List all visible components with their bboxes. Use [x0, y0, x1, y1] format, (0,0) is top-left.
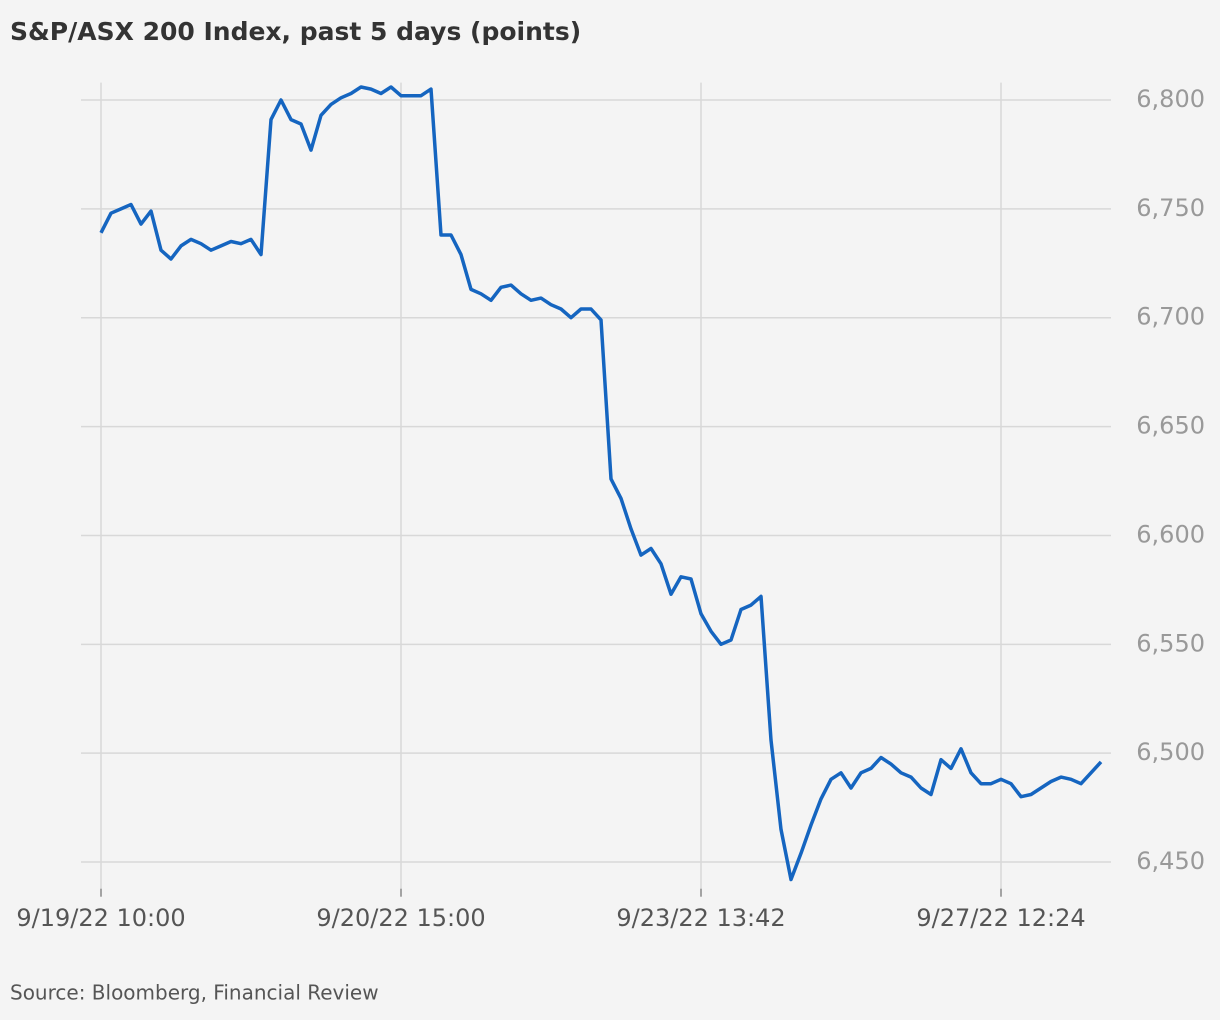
- y-tick-label: 6,550: [1136, 629, 1205, 657]
- y-tick-label: 6,650: [1136, 412, 1205, 440]
- x-tick-label: 9/27/22 12:24: [916, 904, 1085, 932]
- chart-title: S&P/ASX 200 Index, past 5 days (points): [10, 17, 581, 46]
- y-tick-label: 6,500: [1136, 738, 1205, 766]
- data-line: [99, 85, 1103, 882]
- y-tick-label: 6,700: [1136, 303, 1205, 331]
- y-tick-label: 6,750: [1136, 194, 1205, 222]
- x-tick-label: 9/20/22 15:00: [316, 904, 485, 932]
- y-tick-label: 6,800: [1136, 85, 1205, 113]
- source-note: Source: Bloomberg, Financial Review: [10, 981, 379, 1005]
- y-tick-label: 6,450: [1136, 847, 1205, 875]
- y-tick-label: 6,600: [1136, 520, 1205, 548]
- x-tick-label: 9/19/22 10:00: [16, 904, 185, 932]
- x-tick-label: 9/23/22 13:42: [616, 904, 785, 932]
